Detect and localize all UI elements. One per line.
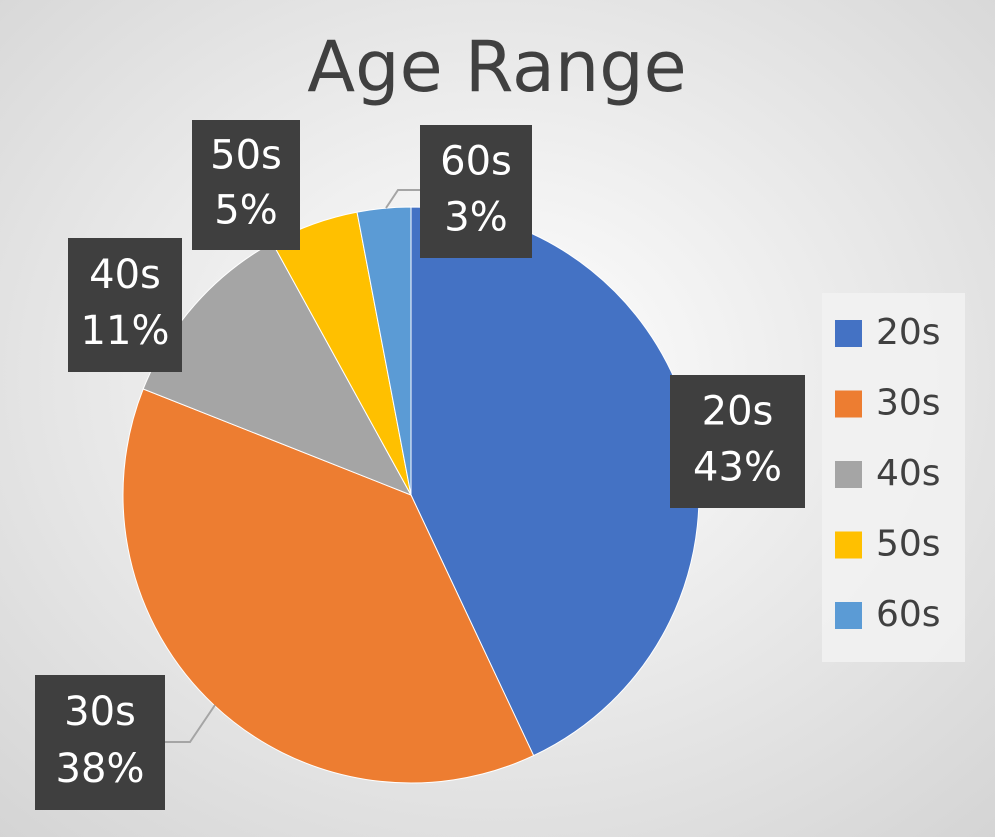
data-label-box	[192, 120, 300, 250]
data-label-box	[35, 675, 165, 810]
data-label-value: 43%	[693, 444, 782, 490]
data-label-category: 60s	[440, 139, 512, 185]
pie-slice	[356, 206, 412, 496]
legend-label: 30s	[876, 383, 941, 424]
data-label-category: 50s	[210, 133, 282, 179]
legend-label: 60s	[876, 594, 941, 635]
data-label-value: 11%	[81, 308, 170, 354]
chart-title: Age Range	[307, 26, 687, 108]
legend-label: 50s	[876, 524, 941, 565]
data-label-category: 20s	[702, 389, 774, 435]
legend-swatch	[835, 390, 862, 418]
legend-label: 20s	[876, 312, 941, 353]
data-label-value: 5%	[214, 187, 277, 233]
data-label-box	[420, 125, 532, 258]
pie-slice	[142, 241, 413, 496]
legend-swatch	[835, 531, 862, 559]
data-label-value: 3%	[444, 194, 507, 240]
data-label-value: 38%	[56, 746, 145, 792]
legend-swatch	[835, 320, 862, 347]
data-label-category: 30s	[64, 689, 136, 735]
legend-swatch	[835, 461, 862, 488]
legend-label: 40s	[876, 453, 941, 494]
data-label-box	[670, 375, 805, 508]
leader-line	[165, 704, 216, 743]
leader-line	[385, 189, 420, 209]
legend-swatch	[835, 602, 862, 629]
data-label-category: 40s	[89, 252, 161, 298]
data-label-box	[68, 238, 182, 372]
